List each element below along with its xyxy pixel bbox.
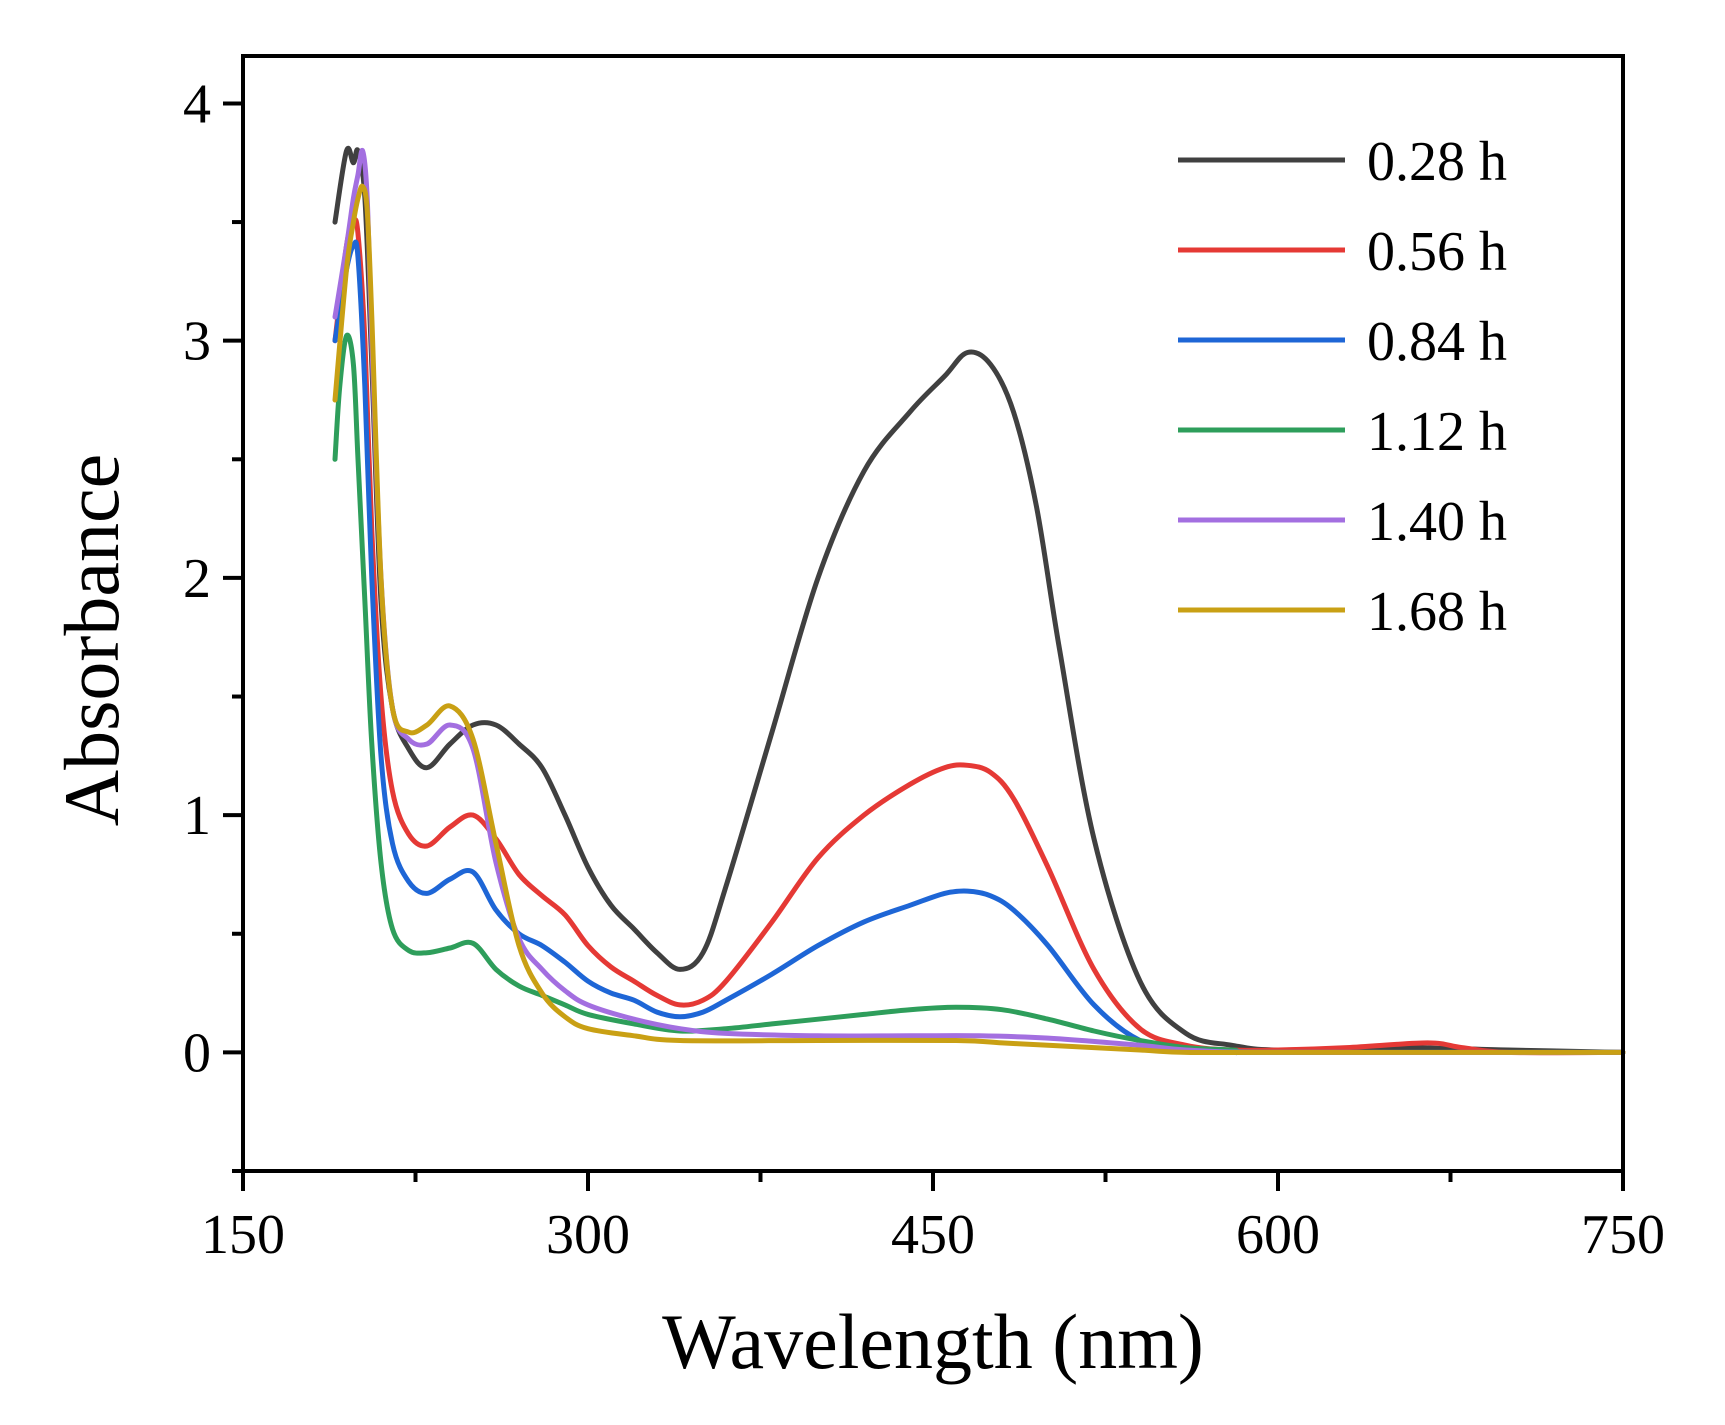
x-axis-title: Wavelength (nm) (662, 1298, 1204, 1385)
legend-label: 0.56 h (1367, 221, 1507, 283)
legend-label: 1.68 h (1367, 581, 1507, 643)
legend-label: 0.84 h (1367, 311, 1507, 373)
y-tick-label: 0 (183, 1022, 211, 1084)
legend: 0.28 h 0.56 h 0.84 h 1.12 h 1.40 h 1.68 h (1178, 131, 1507, 643)
y-tick-label: 1 (183, 785, 211, 847)
plot-frame (241, 54, 1625, 1173)
series-line-1-12-h (332, 332, 1626, 1056)
x-tick-label: 300 (546, 1204, 630, 1266)
x-tick-label: 750 (1581, 1204, 1665, 1266)
legend-label: 0.28 h (1367, 131, 1507, 193)
x-tick-label: 450 (891, 1204, 975, 1266)
series-line-0-84-h (332, 239, 1626, 1056)
series-line-1-68-h (332, 183, 1626, 1056)
legend-label: 1.12 h (1367, 401, 1507, 463)
legend-label: 1.40 h (1367, 491, 1507, 553)
y-axis-title: Absorbance (48, 454, 135, 827)
axis-ticks: 150 300 450 600 750 0 1 2 3 4 (183, 73, 1665, 1266)
y-tick-label: 2 (183, 548, 211, 610)
series-lines (332, 146, 1626, 1056)
x-tick-label: 600 (1236, 1204, 1320, 1266)
x-tick-label: 150 (201, 1204, 285, 1266)
y-tick-label: 4 (183, 73, 211, 135)
y-tick-label: 3 (183, 311, 211, 373)
